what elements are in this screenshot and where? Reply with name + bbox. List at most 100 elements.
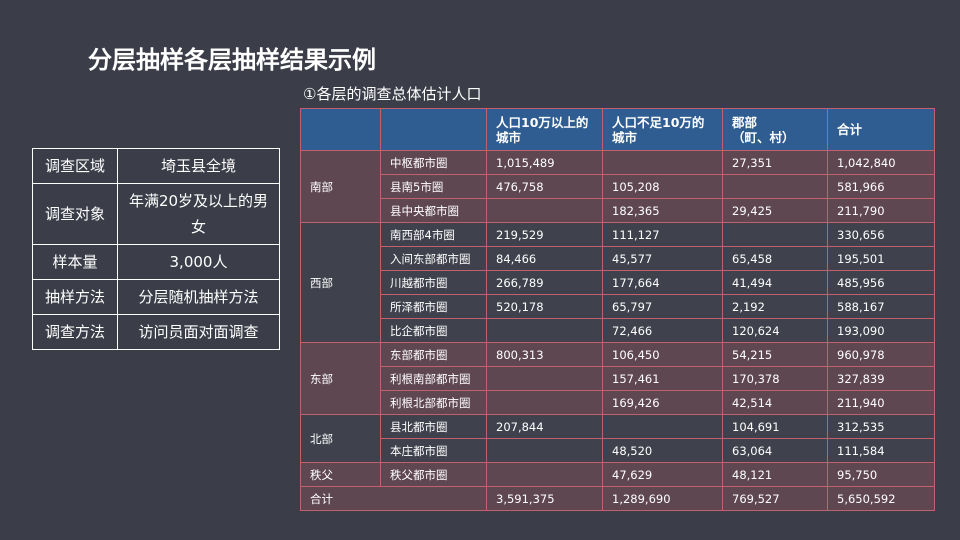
total-cell: 1,289,690: [602, 486, 723, 511]
data-cell: [722, 174, 828, 199]
data-cell: 266,789: [486, 270, 603, 295]
data-cell: 45,577: [602, 246, 723, 271]
data-cell: 95,750: [827, 462, 935, 487]
data-cell: 27,351: [722, 150, 828, 175]
region-cell: 西部: [300, 222, 381, 343]
data-row: 所泽都市圈 520,178 65,797 2,192 588,167: [301, 294, 935, 319]
data-row: 川越都市圈 266,789 177,664 41,494 485,956: [301, 270, 935, 295]
data-cell: 120,624: [722, 318, 828, 343]
data-cell: 本庄都市圈: [380, 438, 487, 463]
data-cell: 县北都市圈: [380, 414, 487, 439]
info-cell: 抽样方法: [32, 279, 118, 315]
data-cell: 利根北部都市圈: [380, 390, 487, 415]
info-cell: 调查区域: [32, 148, 118, 184]
data-cell: 182,365: [602, 198, 723, 223]
data-cell: 581,966: [827, 174, 935, 199]
data-cell: 327,839: [827, 366, 935, 391]
total-row: 合计 3,591,375 1,289,690 769,527 5,650,592: [300, 486, 935, 511]
total-cell: 769,527: [722, 486, 828, 511]
data-cell: 157,461: [602, 366, 723, 391]
data-cell: [486, 438, 603, 463]
info-row: 调查方法 访问员面对面调查: [32, 314, 280, 350]
data-cell: 54,215: [722, 342, 828, 367]
info-cell: 访问员面对面调查: [117, 314, 280, 350]
data-cell: 1,042,840: [827, 150, 935, 175]
data-cell: 42,514: [722, 390, 828, 415]
data-cell: 比企都市圈: [380, 318, 487, 343]
data-row: 南部 中枢都市圈 1,015,489 27,351 1,042,840: [300, 150, 935, 223]
data-row: 本庄都市圈 48,520 63,064 111,584: [301, 438, 935, 463]
subtitle: ①各层的调查总体估计人口: [303, 85, 482, 103]
data-cell: 211,790: [827, 198, 935, 223]
data-cell: 104,691: [722, 414, 828, 439]
data-cell: 南西部4市圈: [380, 222, 487, 247]
region-cell: 北部: [300, 414, 381, 463]
data-cell: 1,015,489: [486, 150, 603, 175]
data-row: 西部 南西部4市圈 219,529 111,127 330,656: [300, 222, 935, 343]
data-cell: 84,466: [486, 246, 603, 271]
header-cell: [300, 108, 381, 151]
info-row: 抽样方法 分层随机抽样方法: [32, 279, 280, 315]
header-cell: 合计: [827, 108, 935, 151]
data-cell: 65,458: [722, 246, 828, 271]
data-cell: 中枢都市圈: [380, 150, 487, 175]
data-row: 县中央都市圈 182,365 29,425 211,790: [301, 198, 935, 223]
data-cell: 219,529: [486, 222, 603, 247]
data-cell: 193,090: [827, 318, 935, 343]
data-cell: 195,501: [827, 246, 935, 271]
data-cell: 960,978: [827, 342, 935, 367]
info-cell: 调查对象: [32, 183, 118, 245]
data-cell: 65,797: [602, 294, 723, 319]
data-cell: 111,127: [602, 222, 723, 247]
region-cell: 东部: [300, 342, 381, 415]
header-cell: [380, 108, 487, 151]
info-cell: 3,000人: [117, 244, 280, 280]
data-cell: 48,121: [722, 462, 828, 487]
data-cell: 63,064: [722, 438, 828, 463]
data-cell: 川越都市圈: [380, 270, 487, 295]
data-cell: 29,425: [722, 198, 828, 223]
data-cell: 211,940: [827, 390, 935, 415]
data-cell: 207,844: [486, 414, 603, 439]
data-row: 比企都市圈 72,466 120,624 193,090: [301, 318, 935, 343]
data-cell: 312,535: [827, 414, 935, 439]
header-row: 人口10万以上的城市 人口不足10万的城市 郡部 （町、村） 合计: [300, 108, 935, 151]
info-cell: 样本量: [32, 244, 118, 280]
title: 分层抽样各层抽样结果示例: [88, 46, 376, 74]
data-cell: 177,664: [602, 270, 723, 295]
header-cell: 人口10万以上的城市: [486, 108, 603, 151]
info-cell: 埼玉县全境: [117, 148, 280, 184]
info-row: 样本量 3,000人: [32, 244, 280, 280]
data-cell: 170,378: [722, 366, 828, 391]
data-row: 秩父 秩父都市圈 47,629 48,121 95,750: [300, 462, 935, 487]
data-row: 县南5市圈 476,758 105,208 581,966: [301, 174, 935, 199]
data-cell: [602, 150, 723, 175]
data-cell: 入间东部都市圈: [380, 246, 487, 271]
data-cell: 县中央都市圈: [380, 198, 487, 223]
data-cell: 476,758: [486, 174, 603, 199]
data-cell: 111,584: [827, 438, 935, 463]
data-row: 入间东部都市圈 84,466 45,577 65,458 195,501: [301, 246, 935, 271]
info-row: 调查区域 埼玉县全境: [32, 148, 280, 184]
total-label: 合计: [300, 486, 487, 511]
data-cell: 105,208: [602, 174, 723, 199]
data-cell: 2,192: [722, 294, 828, 319]
data-cell: 所泽都市圈: [380, 294, 487, 319]
info-cell: 年满20岁及以上的男女: [117, 183, 280, 245]
population-table: 人口10万以上的城市 人口不足10万的城市 郡部 （町、村） 合计 南部 中枢都市圈 1,0…: [300, 108, 935, 511]
info-cell: 分层随机抽样方法: [117, 279, 280, 315]
data-cell: 520,178: [486, 294, 603, 319]
data-cell: 41,494: [722, 270, 828, 295]
data-cell: 秩父都市圈: [380, 462, 487, 487]
data-cell: 169,426: [602, 390, 723, 415]
data-row: 东部 东部都市圈 800,313 106,450 54,215 960,978: [300, 342, 935, 415]
info-row: 调查对象 年满20岁及以上的男女: [32, 183, 280, 245]
info-cell: 调查方法: [32, 314, 118, 350]
data-cell: 利根南部都市圈: [380, 366, 487, 391]
data-cell: [486, 462, 603, 487]
data-row: 北部 县北都市圈 207,844 104,691 312,535: [300, 414, 935, 463]
data-cell: [486, 198, 603, 223]
data-cell: 48,520: [602, 438, 723, 463]
data-row: 利根北部都市圈 169,426 42,514 211,940: [301, 390, 935, 415]
